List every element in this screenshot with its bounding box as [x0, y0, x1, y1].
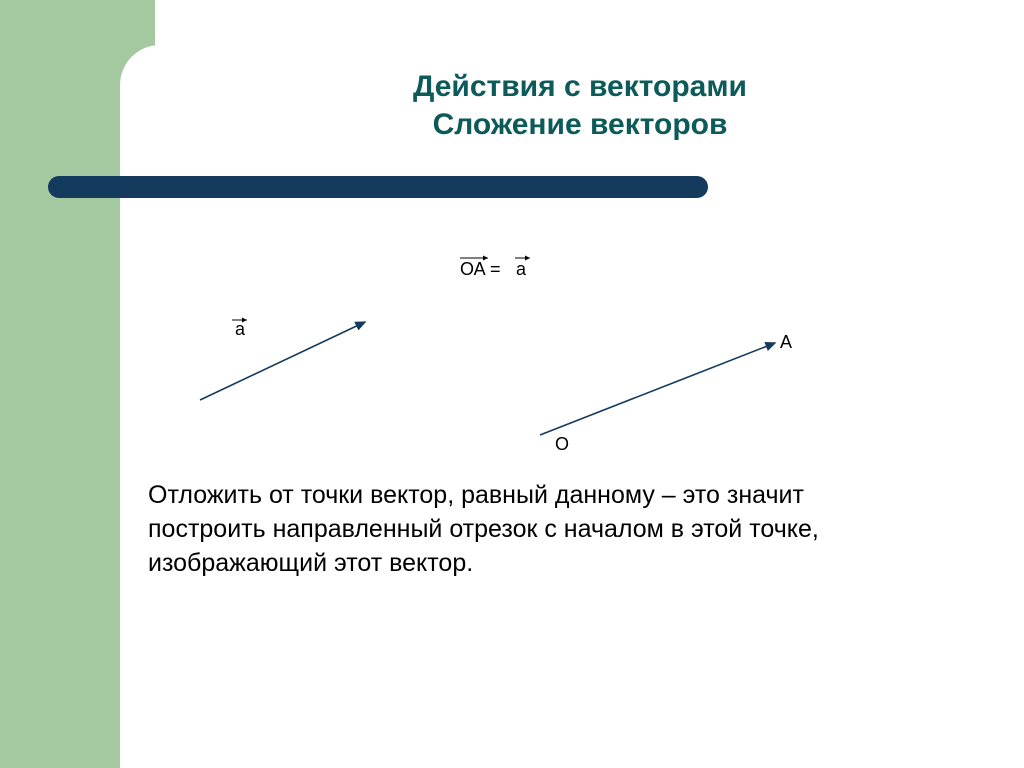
- vector-a: а: [200, 319, 365, 400]
- point-O-label: О: [555, 434, 569, 454]
- slide-title: Действия с векторами Сложение векторов: [210, 68, 950, 143]
- body-paragraph: Отложить от точки вектор, равный данному…: [148, 479, 888, 580]
- equation-group: ОА = а: [460, 258, 530, 279]
- vector-diagram: ОА = а а О А: [160, 230, 920, 470]
- equation-lhs: ОА: [460, 259, 486, 279]
- title-line-2: Сложение векторов: [210, 106, 950, 144]
- point-A-label: А: [780, 332, 792, 352]
- divider-bar: [48, 176, 708, 198]
- diagram-svg: ОА = а а О А: [160, 230, 920, 470]
- title-line-1: Действия с векторами: [210, 68, 950, 106]
- equation-rhs: а: [516, 259, 527, 279]
- equation-equals: =: [490, 259, 501, 279]
- slide-root: Действия с векторами Сложение векторов О…: [0, 0, 1024, 768]
- vector-OA: О А: [540, 332, 792, 454]
- vector-a-label: а: [235, 319, 246, 339]
